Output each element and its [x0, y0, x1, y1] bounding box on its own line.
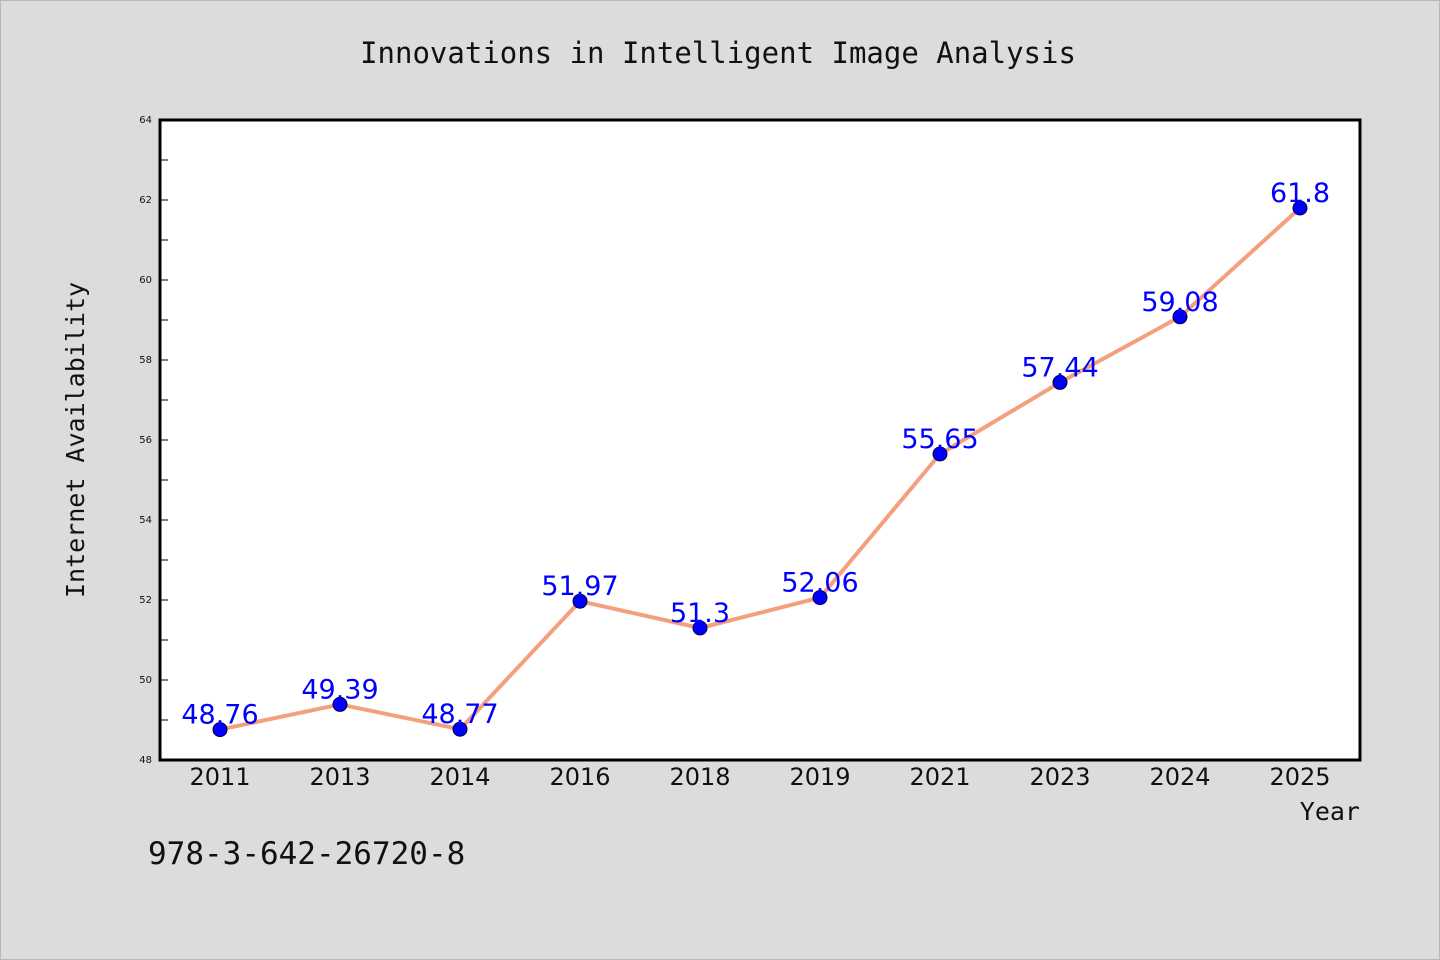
x-tick-label: 2016: [549, 763, 610, 791]
data-point: [212, 722, 228, 738]
y-tick-label: 60: [139, 275, 152, 286]
y-axis: 48 50 52 54 56 58 60 62 64: [139, 115, 168, 766]
data-label: 48.77: [421, 699, 498, 730]
data-label: 59.08: [1141, 287, 1218, 318]
data-point: [692, 620, 708, 636]
isbn-annotation: 978-3-642-26720-8: [148, 836, 465, 872]
data-label: 55.65: [901, 424, 978, 455]
data-label: 51.97: [541, 571, 618, 602]
data-point: [1292, 200, 1308, 216]
y-tick-label: 58: [139, 355, 152, 366]
y-tick-label: 64: [139, 115, 152, 126]
y-tick-label: 62: [139, 195, 152, 206]
data-point: [812, 590, 828, 606]
y-axis-label: Internet Availability: [61, 282, 90, 598]
x-tick-label: 2024: [1149, 763, 1210, 791]
y-tick-label: 48: [139, 755, 152, 766]
y-tick-label: 50: [139, 675, 152, 686]
y-tick-label: 52: [139, 595, 152, 606]
plot-area: [160, 120, 1360, 760]
data-point: [452, 721, 468, 737]
x-tick-label: 2011: [189, 763, 250, 791]
x-tick-label: 2025: [1269, 763, 1330, 791]
data-label: 52.06: [781, 568, 858, 599]
plot-border: [158, 118, 1362, 762]
data-label: 61.8: [1270, 178, 1330, 209]
data-label: 51.3: [670, 598, 730, 629]
data-point: [572, 593, 588, 609]
x-axis-label: Year: [1300, 797, 1360, 826]
series-line: [219, 206, 1302, 732]
data-labels: 48.76 49.39 48.77 51.97 51.3 52.06 55.65 57.44 5…: [181, 178, 1330, 731]
data-point: [1172, 309, 1188, 325]
data-label: 48.76: [181, 700, 258, 731]
data-point: [1052, 374, 1068, 390]
chart-title: Innovations in Intelligent Image Analysi…: [360, 36, 1076, 70]
y-tick-label: 54: [139, 515, 152, 526]
data-point: [932, 446, 948, 462]
x-tick-label: 2018: [669, 763, 730, 791]
data-label: 49.39: [301, 674, 378, 705]
x-tick-label: 2023: [1029, 763, 1090, 791]
data-point: [332, 696, 348, 712]
x-tick-label: 2014: [429, 763, 490, 791]
x-tick-label: 2021: [909, 763, 970, 791]
x-axis: 2011 2013 2014 2016 2018 2019 2021 2023 2024 2025: [189, 763, 1330, 791]
line-series: [212, 200, 1308, 738]
x-tick-label: 2013: [309, 763, 370, 791]
data-label: 57.44: [1021, 352, 1098, 383]
x-tick-label: 2019: [789, 763, 850, 791]
y-tick-label: 56: [139, 435, 152, 446]
